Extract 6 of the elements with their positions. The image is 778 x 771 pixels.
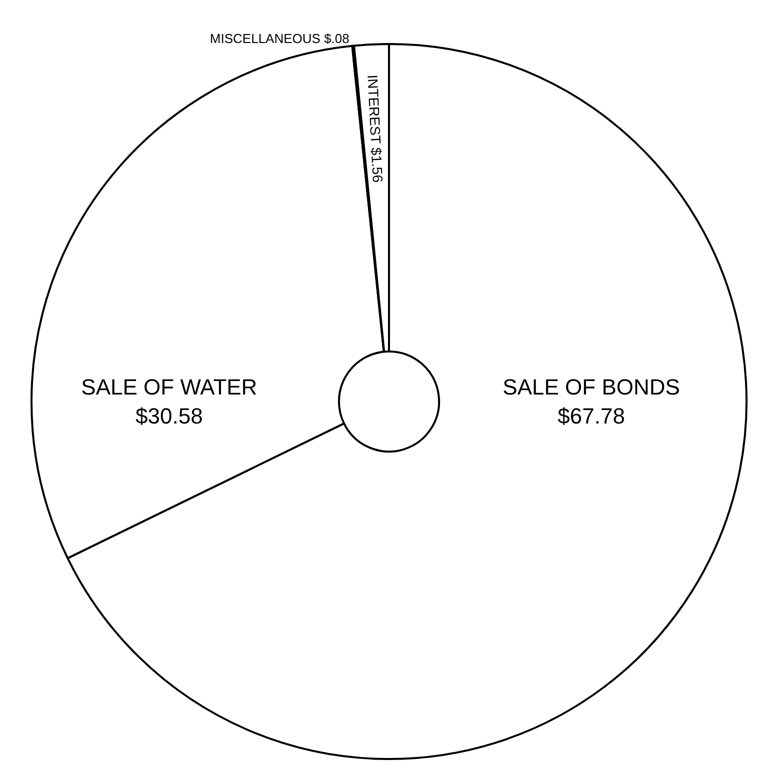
- slice-label: MISCELLANEOUS $.08: [210, 30, 350, 46]
- data-label: $30.58: [136, 403, 203, 428]
- data-label: $67.78: [558, 403, 625, 428]
- slice-label: INTEREST $1.56: [364, 74, 386, 184]
- slice-label: SALE OF BONDS: [502, 374, 680, 400]
- slice-label: SALE OF WATER: [81, 374, 258, 400]
